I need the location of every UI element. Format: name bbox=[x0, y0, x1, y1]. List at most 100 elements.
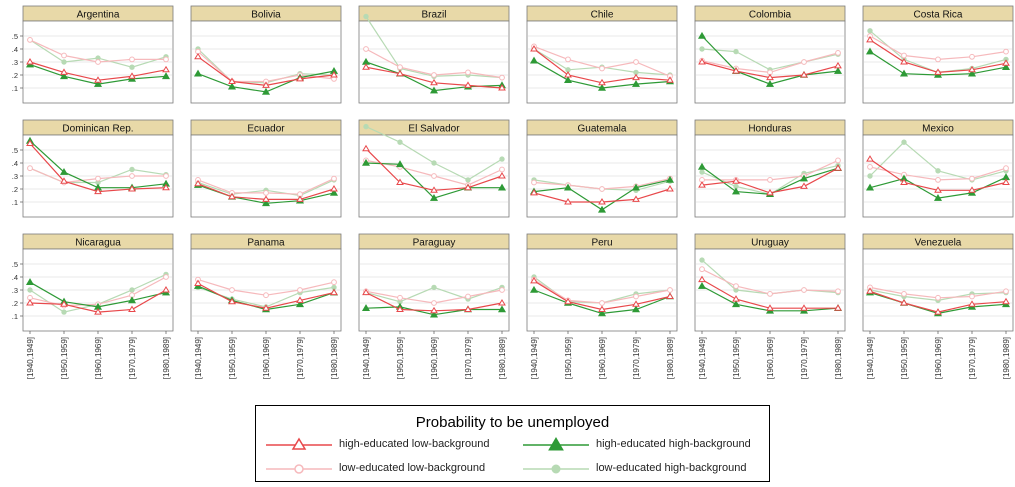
point-lh bbox=[397, 139, 403, 145]
point-hl bbox=[228, 192, 236, 200]
y-tick-label: .1 bbox=[12, 84, 18, 93]
panel-title: Honduras bbox=[748, 124, 791, 135]
x-tick-label: [1980,1989] bbox=[834, 337, 843, 379]
x-tick-label: [1940,1949] bbox=[362, 337, 371, 379]
point-hh bbox=[1001, 63, 1011, 70]
point-hl bbox=[330, 288, 338, 296]
point-hh bbox=[765, 80, 775, 87]
point-hl bbox=[598, 78, 606, 86]
panel-panama: Panama [1940,1949] [1950,1959] [1960,1969] [… bbox=[190, 233, 342, 379]
panel-el-salvador: El Salvador bbox=[358, 119, 510, 218]
point-hh bbox=[799, 174, 809, 182]
panel-title: Mexico bbox=[922, 124, 954, 135]
x-tick-label: [1960,1969] bbox=[766, 337, 775, 379]
point-lh bbox=[699, 169, 705, 175]
x-tick-label: [1950,1959] bbox=[900, 337, 909, 379]
point-ll bbox=[835, 288, 841, 295]
point-hl bbox=[162, 65, 170, 73]
point-hl bbox=[900, 299, 908, 306]
point-ll bbox=[599, 65, 605, 72]
panel-title: Guatemala bbox=[578, 124, 627, 135]
point-hl bbox=[94, 76, 102, 83]
point-ll bbox=[431, 173, 437, 179]
point-hh bbox=[361, 304, 371, 312]
panel-title: Colombia bbox=[749, 10, 792, 21]
point-ll bbox=[27, 37, 33, 43]
x-tick-label: [1970,1979] bbox=[632, 337, 641, 379]
point-hh bbox=[429, 194, 439, 201]
point-ll bbox=[767, 177, 773, 183]
point-ll bbox=[397, 64, 403, 71]
point-hh bbox=[697, 31, 707, 39]
point-ll bbox=[801, 59, 807, 65]
point-hl bbox=[128, 72, 136, 79]
legend-label-ll: low-educated low-background bbox=[339, 462, 486, 474]
y-tick-label: .1 bbox=[12, 312, 18, 321]
legend-marker-hl bbox=[266, 437, 332, 450]
point-hl bbox=[1002, 297, 1010, 305]
point-ll bbox=[431, 300, 437, 306]
point-hl bbox=[934, 186, 942, 193]
x-tick-label: [1950,1959] bbox=[60, 337, 69, 379]
point-hh bbox=[93, 80, 103, 87]
point-hh bbox=[127, 296, 137, 304]
point-lh bbox=[499, 156, 505, 162]
point-hl bbox=[162, 286, 170, 293]
point-hl bbox=[296, 74, 304, 82]
x-tick-label: [1940,1949] bbox=[194, 337, 203, 379]
point-ll bbox=[163, 173, 169, 179]
point-hl bbox=[834, 61, 842, 69]
point-lh bbox=[61, 59, 67, 65]
point-hh bbox=[193, 69, 203, 77]
point-hl bbox=[530, 188, 538, 196]
point-hh bbox=[563, 183, 573, 191]
panel-title: Bolivia bbox=[251, 10, 281, 21]
point-hl bbox=[262, 304, 270, 311]
point-lh bbox=[867, 173, 873, 179]
point-hl bbox=[362, 63, 370, 70]
point-ll bbox=[499, 287, 505, 293]
point-hh bbox=[865, 183, 875, 191]
x-tick-label: [1960,1969] bbox=[598, 337, 607, 379]
point-hl bbox=[362, 288, 370, 296]
panel-title: Uruguay bbox=[751, 238, 789, 249]
point-hl bbox=[60, 177, 68, 184]
point-hl bbox=[194, 52, 202, 60]
x-tick-label: [1960,1969] bbox=[262, 337, 271, 379]
point-hl bbox=[162, 183, 170, 191]
panel-title: El Salvador bbox=[408, 124, 460, 135]
point-ll bbox=[835, 157, 841, 164]
point-hl bbox=[766, 73, 774, 81]
point-hl bbox=[194, 279, 202, 286]
y-tick-label: .5 bbox=[12, 32, 18, 41]
point-hh bbox=[933, 194, 943, 201]
x-tick-label: [1980,1989] bbox=[330, 337, 339, 379]
y-tick-label: .4 bbox=[12, 159, 18, 168]
x-tick-label: [1980,1989] bbox=[666, 337, 675, 379]
point-ll bbox=[667, 287, 673, 293]
point-lh bbox=[27, 287, 33, 293]
point-hh bbox=[361, 158, 371, 166]
point-hh bbox=[563, 76, 573, 83]
point-hh bbox=[865, 47, 875, 55]
x-tick-label: [1940,1949] bbox=[866, 337, 875, 379]
y-tick-label: .5 bbox=[12, 146, 18, 155]
x-tick-label: [1940,1949] bbox=[698, 337, 707, 379]
point-hh bbox=[529, 285, 539, 293]
y-tick-label: .2 bbox=[12, 299, 18, 308]
point-hl bbox=[968, 65, 976, 73]
point-hl bbox=[464, 183, 472, 191]
point-hh bbox=[497, 305, 507, 313]
x-tick-label: [1970,1979] bbox=[800, 337, 809, 379]
point-hl bbox=[866, 155, 874, 162]
point-hl bbox=[262, 81, 270, 88]
point-hh bbox=[731, 300, 741, 308]
point-ll bbox=[599, 300, 605, 306]
point-ll bbox=[61, 52, 67, 59]
x-tick-label: [1950,1959] bbox=[732, 337, 741, 379]
panel-title: Paraguay bbox=[413, 238, 456, 249]
point-ll bbox=[331, 175, 337, 182]
point-ll bbox=[363, 46, 369, 52]
point-hl bbox=[698, 58, 706, 65]
point-hl bbox=[296, 195, 304, 202]
